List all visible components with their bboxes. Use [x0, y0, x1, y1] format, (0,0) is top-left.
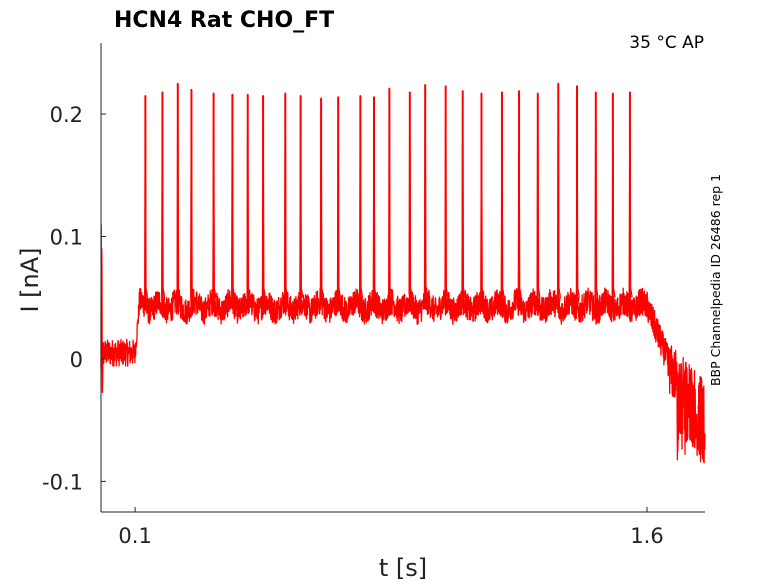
condition-label: 35 °C AP [629, 33, 704, 53]
current-trace-line [100, 82, 706, 464]
plot-area [100, 82, 706, 464]
x-tick-label: 0.1 [118, 524, 151, 548]
source-label: BBP Channelpedia ID 26486 rep 1 [708, 174, 723, 386]
y-tick-label: -0.1 [42, 470, 83, 494]
chart-title: HCN4 Rat CHO_FT [114, 8, 334, 33]
x-axis-label: t [s] [379, 554, 427, 582]
y-tick-label: 0 [70, 348, 83, 372]
y-tick-label: 0.2 [50, 103, 83, 127]
x-tick-label: 1.6 [630, 524, 663, 548]
y-tick-label: 0.1 [50, 225, 83, 249]
axes: -0.1 0 0.1 0.2 0.1 1.6 [42, 43, 705, 548]
y-axis-label: I [nA] [16, 247, 44, 312]
